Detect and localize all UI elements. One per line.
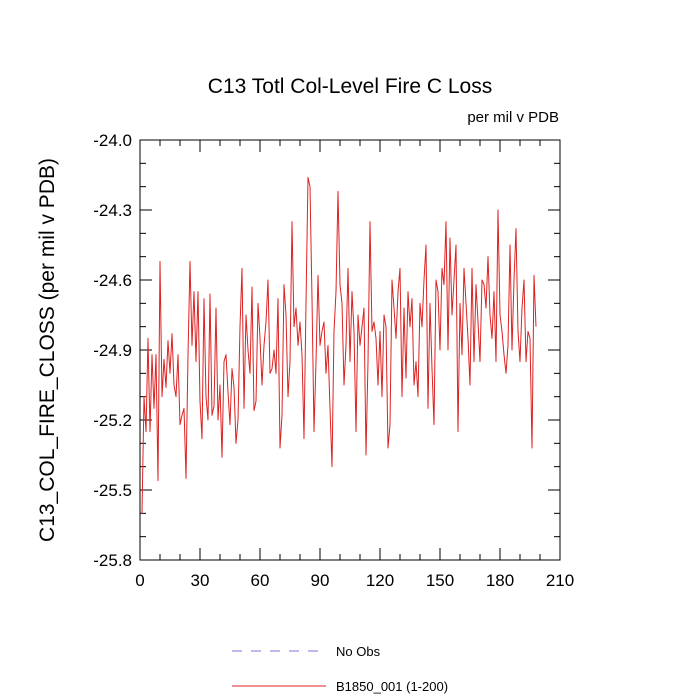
x-tick-label: 60 — [251, 571, 270, 590]
y-tick-label: -24.0 — [93, 131, 132, 150]
x-tick-label: 120 — [366, 571, 394, 590]
legend-label: No Obs — [336, 644, 381, 659]
chart-subtitle: per mil v PDB — [467, 109, 559, 126]
ticks-layer: 0 30 60 90 120 150 180 210 -25.8 -25.5 -25.2 -24.9 -… — [93, 131, 574, 590]
x-tick-label: 210 — [546, 571, 574, 590]
x-tick-label: 180 — [486, 571, 514, 590]
x-tick-label: 90 — [311, 571, 330, 590]
x-tick-label: 150 — [426, 571, 454, 590]
series-line — [141, 176, 537, 514]
y-axis-label: C13_COL_FIRE_CLOSS (per mil v PDB) — [36, 158, 59, 542]
x-tick-label: 30 — [191, 571, 210, 590]
chart-title: C13 Totl Col-Level Fire C Loss — [208, 75, 492, 98]
y-tick-label: -24.6 — [93, 271, 132, 290]
series-layer — [141, 176, 537, 514]
legend: No Obs B1850_001 (1-200) — [232, 644, 448, 694]
y-tick-label: -24.3 — [93, 201, 132, 220]
y-tick-label: -25.2 — [93, 411, 132, 430]
legend-label: B1850_001 (1-200) — [336, 679, 448, 694]
plot-frame — [139, 139, 561, 561]
y-tick-label: -25.5 — [93, 481, 132, 500]
x-tick-label: 0 — [135, 571, 144, 590]
y-tick-label: -25.8 — [93, 551, 132, 570]
y-tick-label: -24.9 — [93, 341, 132, 360]
